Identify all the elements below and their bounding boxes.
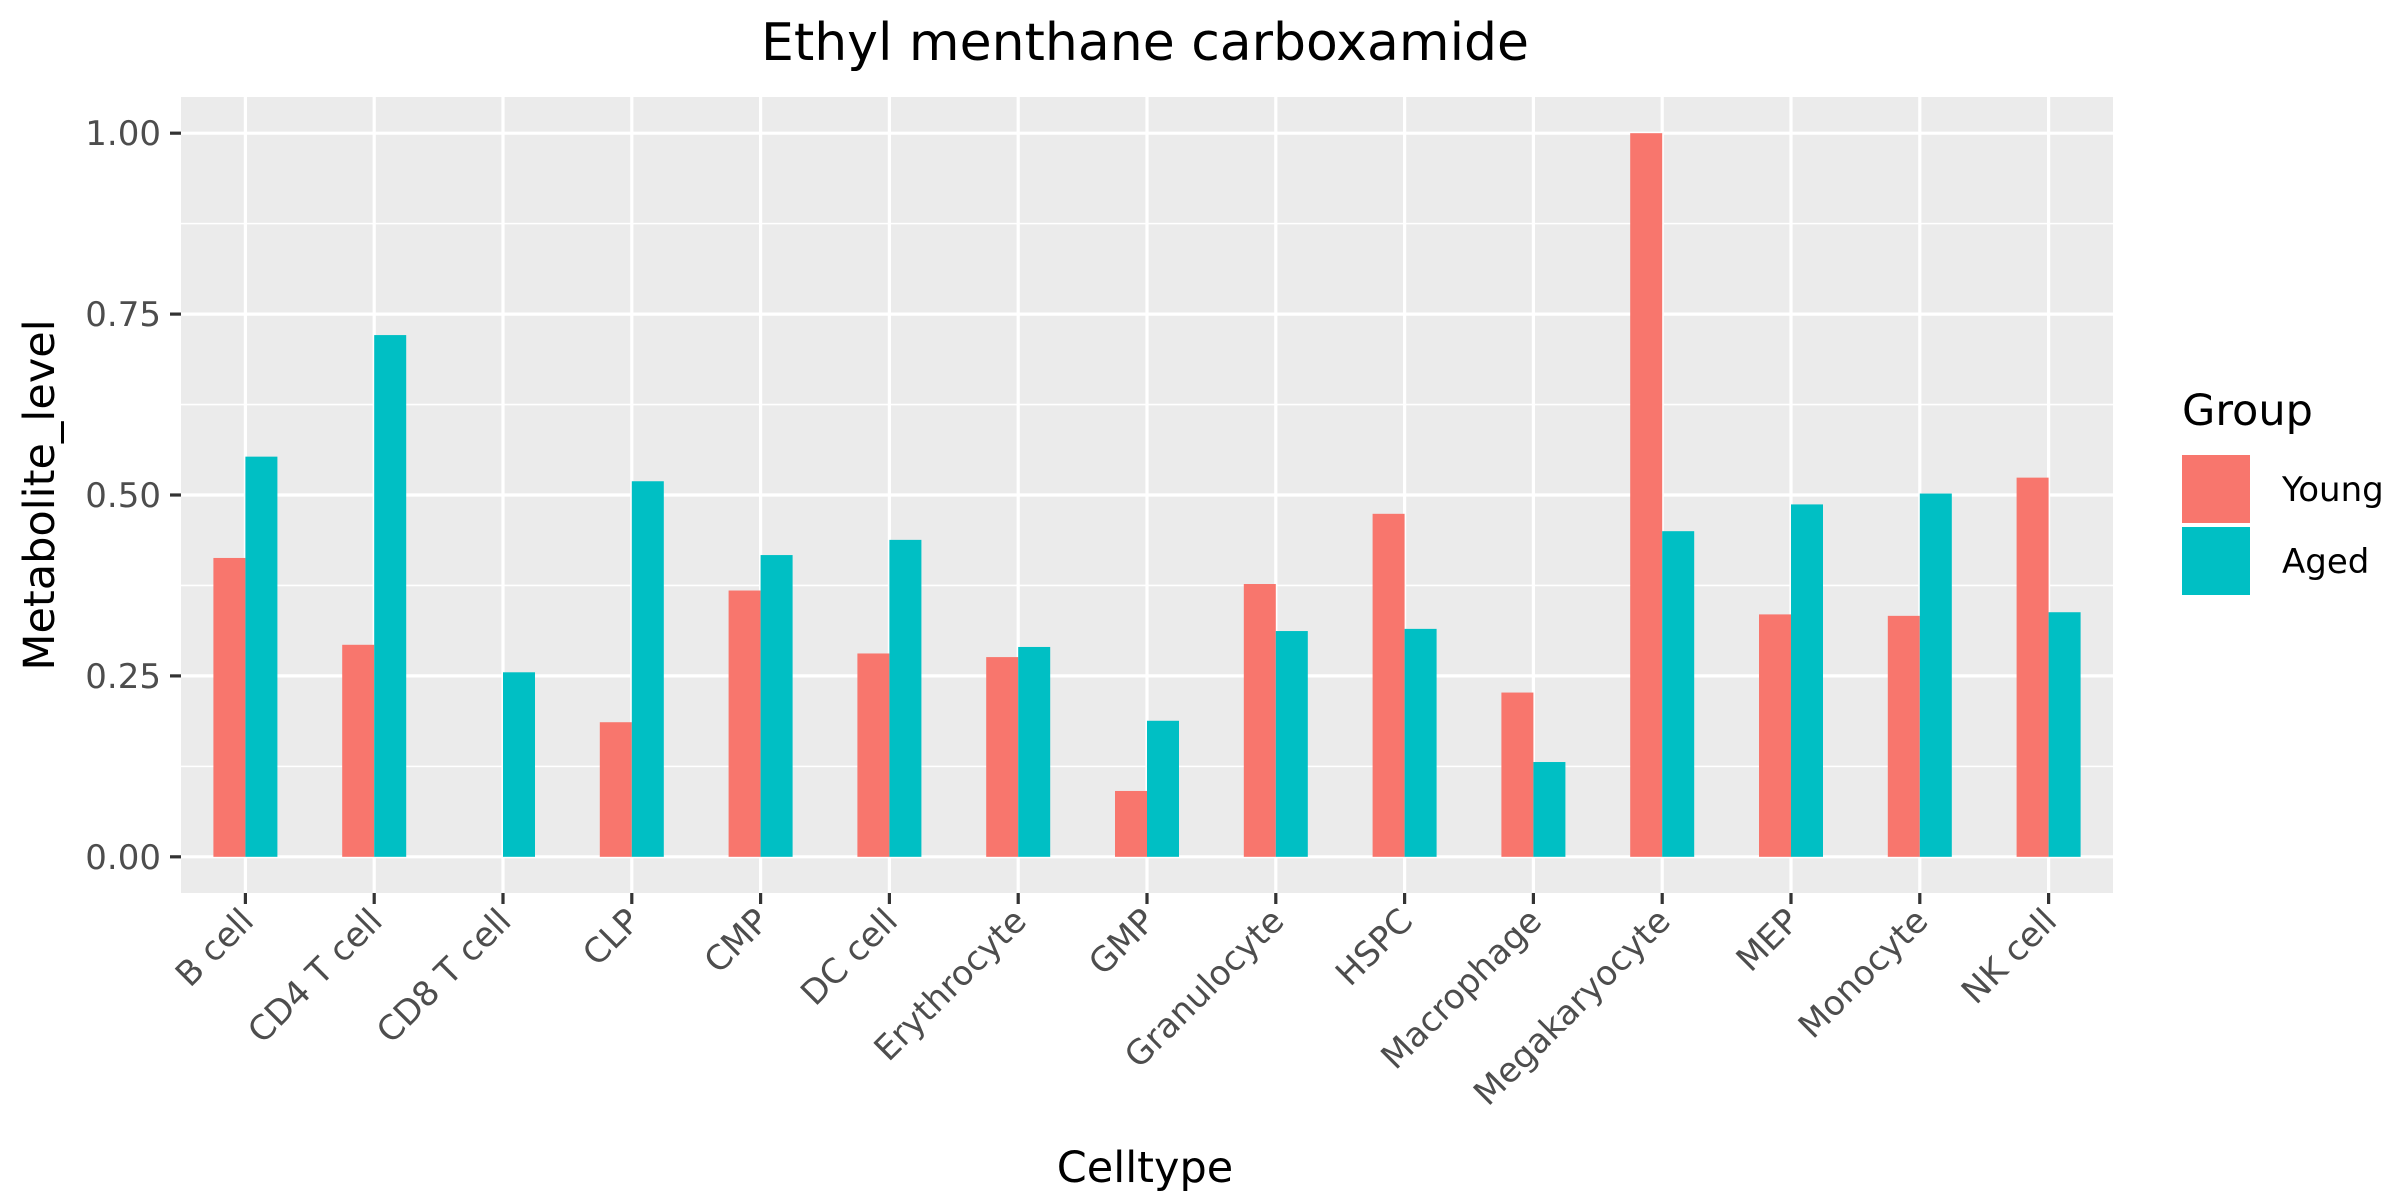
y-tick-label: 0.75 [85, 295, 161, 335]
chart-title: Ethyl menthane carboxamide [761, 13, 1529, 73]
y-tick-label: 0.25 [85, 657, 161, 697]
legend-title: Group [2182, 386, 2313, 436]
x-axis-title: Celltype [1057, 1143, 1233, 1193]
legend: Group Young Aged [2182, 386, 2384, 595]
legend-label-young: Young [2281, 470, 2384, 510]
bar-young [857, 653, 890, 857]
bar-aged [889, 539, 922, 857]
bar-young [728, 590, 761, 857]
bar-young [1372, 513, 1405, 857]
bar-aged [1662, 531, 1695, 857]
bar-aged [1147, 720, 1179, 857]
bar-aged [1018, 646, 1051, 857]
bar-young [213, 557, 246, 857]
y-tick-label: 0.50 [85, 476, 161, 516]
bar-aged [374, 335, 407, 857]
bar-young [1501, 692, 1534, 857]
bar-young [599, 722, 632, 857]
bar-young [2016, 477, 2049, 857]
legend-key-aged [2182, 527, 2250, 595]
bar-young [1243, 584, 1276, 857]
bar-aged [1791, 504, 1823, 857]
y-tick-label: 1.00 [85, 114, 161, 154]
bar-aged [503, 672, 535, 857]
y-tick-label: 0.00 [85, 838, 161, 878]
bar-aged [1919, 493, 1952, 857]
bar-aged [631, 481, 664, 857]
bar-aged [245, 456, 278, 857]
bar-aged [1533, 762, 1566, 857]
bar-young [1115, 790, 1147, 857]
bar-young [1630, 133, 1663, 857]
y-axis: 0.00 0.25 0.50 0.75 1.00 [85, 114, 181, 878]
y-axis-title: Metabolite_level [15, 319, 65, 670]
bar-young [1759, 614, 1791, 857]
bar-young [342, 644, 375, 857]
bar-young [986, 657, 1019, 857]
bar-young [1887, 615, 1920, 857]
legend-label-aged: Aged [2282, 542, 2369, 582]
plot-panel [181, 97, 2113, 893]
bar-aged [1275, 631, 1308, 857]
legend-key-young [2182, 455, 2250, 523]
bar-aged [2048, 612, 2081, 857]
bar-aged [1404, 628, 1437, 857]
bar-aged [760, 555, 793, 857]
